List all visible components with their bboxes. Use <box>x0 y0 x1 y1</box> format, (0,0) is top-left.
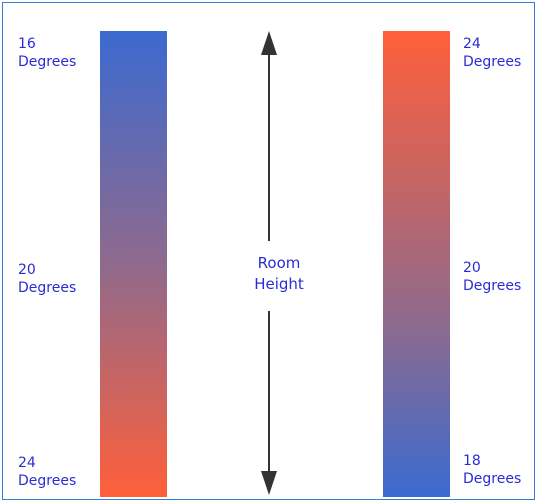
left-top-unit: Degrees <box>18 54 77 70</box>
right-top-unit: Degrees <box>463 54 522 70</box>
right-middle-value: 20 <box>463 260 481 276</box>
left-temperature-gradient-bar <box>100 31 167 497</box>
room-height-label: Room Height <box>241 253 317 295</box>
diagram-frame: 16 Degrees 20 Degrees 24 Degrees 24 Degr… <box>2 2 535 500</box>
right-bottom-label: 18 Degrees <box>463 452 521 488</box>
left-top-label: 16 Degrees <box>18 35 76 71</box>
left-middle-value: 20 <box>18 262 36 278</box>
left-middle-unit: Degrees <box>18 280 77 296</box>
left-middle-label: 20 Degrees <box>18 261 76 297</box>
room-height-line1: Room <box>257 254 301 272</box>
right-middle-label: 20 Degrees <box>463 259 521 295</box>
left-top-value: 16 <box>18 36 36 52</box>
left-bottom-label: 24 Degrees <box>18 454 76 490</box>
right-bottom-unit: Degrees <box>463 471 522 487</box>
double-arrow-icon <box>261 31 277 495</box>
right-top-label: 24 Degrees <box>463 35 521 71</box>
right-temperature-gradient-bar <box>383 31 450 497</box>
right-bottom-value: 18 <box>463 453 481 469</box>
left-bottom-unit: Degrees <box>18 473 77 489</box>
right-middle-unit: Degrees <box>463 278 522 294</box>
left-bottom-value: 24 <box>18 455 36 471</box>
room-height-line2: Height <box>254 275 304 293</box>
right-top-value: 24 <box>463 36 481 52</box>
